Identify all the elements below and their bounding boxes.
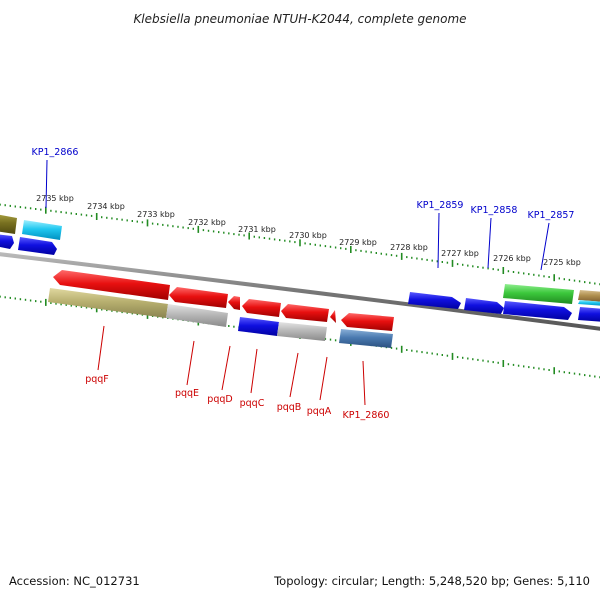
lower-gene-labels: pqqF pqqE pqqD pqqC pqqB pqqA KP1_2860 — [85, 325, 390, 421]
upper-gene-labels: KP1_2866 KP1_2859 KP1_2858 KP1_2857 — [32, 147, 575, 271]
kbp-label: 2726 kbp — [493, 254, 531, 263]
gene-arrow[interactable] — [228, 296, 240, 310]
gene-arrow[interactable] — [503, 301, 572, 320]
gene-arrow[interactable] — [18, 237, 57, 255]
gene-arrow[interactable] — [53, 270, 170, 300]
kbp-label: 2735 kbp — [36, 194, 74, 203]
gene-arrow[interactable] — [503, 284, 574, 304]
label-leader-line — [487, 217, 492, 269]
genome-backbone — [0, 252, 600, 331]
kbp-label: 2725 kbp — [543, 258, 581, 267]
gene-arrow[interactable] — [238, 317, 279, 336]
kbp-scale-labels: 2735 kbp 2734 kbp 2733 kbp 2732 kbp 2731… — [36, 194, 581, 267]
label-leader-line — [97, 325, 105, 371]
gene-arrow[interactable] — [169, 287, 228, 308]
gene-arrow[interactable] — [578, 307, 600, 322]
lower-genes — [48, 270, 394, 348]
gene-label-upper[interactable]: KP1_2857 — [528, 210, 575, 221]
label-leader-line — [186, 340, 195, 386]
gene-arrow[interactable] — [341, 313, 394, 331]
map-title: Klebsiella pneumoniae NTUH-K2044, comple… — [133, 12, 466, 26]
gene-label-upper[interactable]: KP1_2859 — [417, 200, 464, 211]
accession-text: Accession: NC_012731 — [9, 574, 140, 588]
gene-label-upper[interactable]: KP1_2858 — [471, 205, 518, 216]
upper-genes — [0, 214, 600, 322]
kbp-label: 2728 kbp — [390, 243, 428, 252]
gene-arrow[interactable] — [281, 304, 329, 322]
label-leader-line — [540, 222, 550, 271]
gene-label-lower[interactable]: pqqE — [175, 388, 199, 399]
label-leader-line — [45, 159, 48, 209]
kbp-label: 2732 kbp — [188, 218, 226, 227]
gene-arrow[interactable] — [0, 234, 14, 249]
label-leader-line — [319, 356, 328, 401]
label-leader-line — [250, 348, 258, 394]
gene-label-upper[interactable]: KP1_2866 — [32, 147, 79, 158]
gene-label-lower[interactable]: pqqD — [207, 394, 232, 405]
label-leader-line — [437, 212, 440, 269]
gene-arrow[interactable] — [48, 288, 168, 318]
gene-arrow[interactable] — [242, 299, 281, 317]
label-leader-line — [221, 345, 231, 391]
genome-summary-text: Topology: circular; Length: 5,248,520 bp… — [273, 574, 590, 588]
kbp-label: 2731 kbp — [238, 225, 276, 234]
label-leader-line — [289, 352, 299, 398]
gene-label-lower[interactable]: KP1_2860 — [343, 410, 390, 421]
gene-label-lower[interactable]: pqqA — [307, 406, 332, 417]
gene-arrow[interactable] — [339, 329, 393, 348]
gene-arrow[interactable] — [277, 322, 327, 341]
gene-arrow[interactable] — [578, 300, 600, 306]
kbp-label: 2734 kbp — [87, 202, 125, 211]
gene-arrow[interactable] — [0, 214, 17, 234]
kbp-label: 2727 kbp — [441, 249, 479, 258]
kbp-label: 2730 kbp — [289, 231, 327, 240]
kbp-label: 2729 kbp — [339, 238, 377, 247]
gene-label-lower[interactable]: pqqC — [240, 398, 265, 409]
gene-arrow[interactable] — [22, 220, 62, 240]
kbp-label: 2733 kbp — [137, 210, 175, 219]
gene-arrow[interactable] — [578, 290, 600, 302]
gene-arrow[interactable] — [464, 298, 504, 314]
gene-arrow[interactable] — [408, 292, 461, 309]
gene-arrow[interactable] — [166, 304, 228, 327]
gene-label-lower[interactable]: pqqB — [277, 402, 302, 413]
gene-label-lower[interactable]: pqqF — [85, 374, 109, 385]
label-leader-line — [362, 360, 366, 406]
gene-arrow[interactable] — [330, 310, 336, 323]
